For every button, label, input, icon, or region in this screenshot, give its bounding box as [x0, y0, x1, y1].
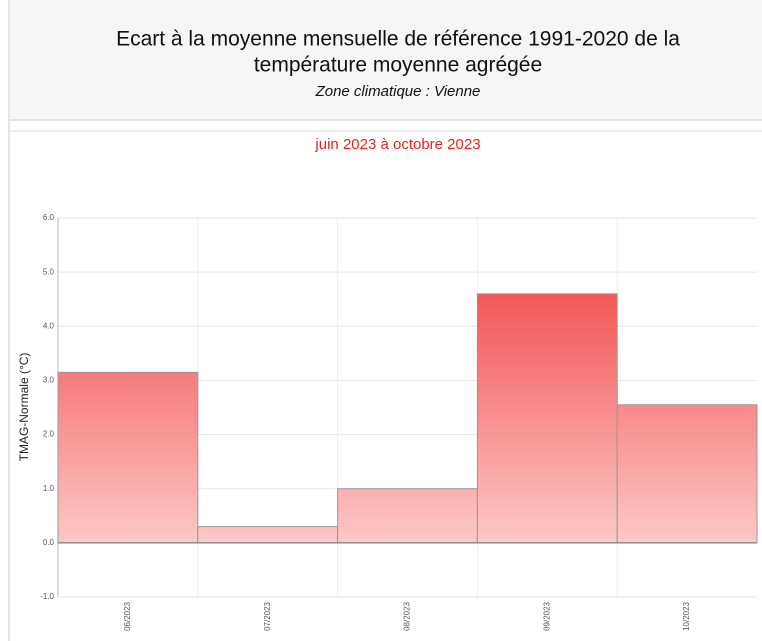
chart-title-line: Ecart à la moyenne mensuelle de référenc… [116, 28, 680, 51]
x-tick-label: 10/2023 [682, 601, 691, 630]
y-axis-label: TMAG-Normale (°C) [17, 353, 31, 462]
zone-label: Zone climatique : Vienne [315, 83, 481, 100]
x-tick-label: 08/2023 [403, 601, 412, 630]
bar [476, 293, 618, 544]
bar [197, 526, 339, 544]
x-tick-label: 07/2023 [263, 601, 272, 630]
bar [57, 371, 199, 544]
y-tick-label: 1.0 [43, 484, 55, 493]
header-background [10, 0, 762, 120]
x-tick-label: 09/2023 [542, 601, 551, 630]
y-tick-label: -1.0 [40, 592, 54, 601]
y-tick-label: 5.0 [43, 267, 55, 276]
chart-subtitle: juin 2023 à octobre 2023 [314, 136, 480, 153]
y-tick-label: 3.0 [43, 376, 55, 385]
chart-title-line: température moyenne agrégée [254, 54, 542, 77]
y-tick-label: 6.0 [43, 213, 55, 222]
bar [616, 404, 758, 544]
y-tick-label: 2.0 [43, 430, 55, 439]
x-tick-label: 06/2023 [123, 601, 132, 630]
bar [337, 488, 478, 544]
y-tick-label: 0.0 [43, 538, 55, 547]
y-tick-label: 4.0 [43, 321, 55, 330]
